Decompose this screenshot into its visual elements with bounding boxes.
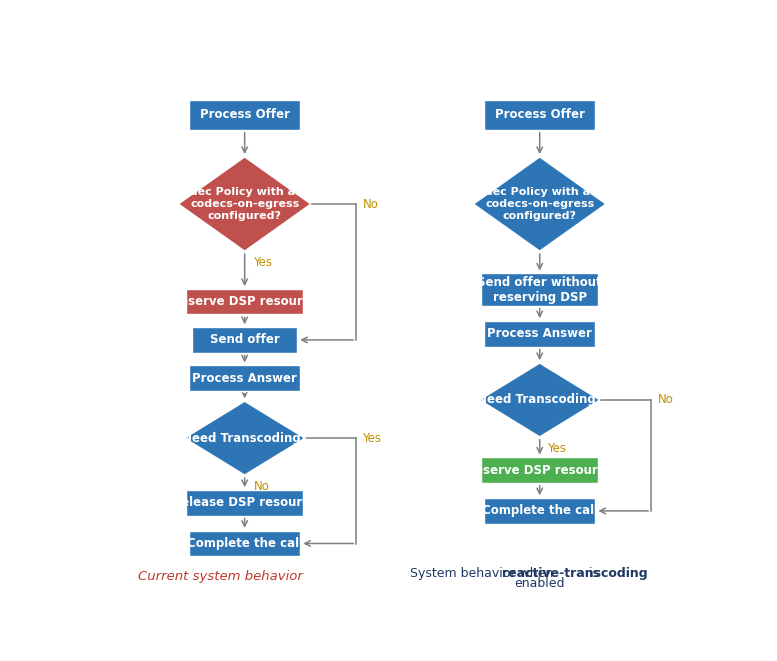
FancyBboxPatch shape	[192, 327, 298, 352]
FancyBboxPatch shape	[189, 366, 301, 391]
Text: is: is	[585, 566, 599, 580]
Text: enabled: enabled	[514, 576, 565, 590]
Polygon shape	[179, 157, 311, 251]
FancyBboxPatch shape	[484, 498, 595, 524]
Text: Complete the call: Complete the call	[186, 537, 303, 550]
Text: Yes: Yes	[253, 256, 272, 269]
Text: Complete the call: Complete the call	[482, 504, 598, 518]
Text: Release DSP resource: Release DSP resource	[172, 496, 317, 509]
Text: Current system behavior: Current system behavior	[138, 570, 303, 583]
Text: Codec Policy with add-
codecs-on-egress
configured?: Codec Policy with add- codecs-on-egress …	[469, 186, 611, 221]
Polygon shape	[473, 157, 606, 251]
Text: Need Transcoding?: Need Transcoding?	[182, 432, 308, 445]
FancyBboxPatch shape	[481, 457, 598, 483]
Text: Need Transcoding?: Need Transcoding?	[477, 393, 602, 407]
FancyBboxPatch shape	[484, 100, 595, 130]
Text: Reserve DSP resource: Reserve DSP resource	[171, 295, 318, 308]
Text: Yes: Yes	[361, 432, 381, 445]
FancyBboxPatch shape	[189, 531, 301, 556]
Text: Process Offer: Process Offer	[495, 108, 585, 122]
FancyBboxPatch shape	[481, 274, 598, 305]
FancyBboxPatch shape	[186, 289, 303, 315]
Text: Yes: Yes	[547, 442, 566, 455]
Text: Reserve DSP resource: Reserve DSP resource	[466, 464, 613, 477]
Text: Process Answer: Process Answer	[487, 327, 592, 340]
Text: Process Answer: Process Answer	[192, 371, 297, 385]
Text: reactive-transcoding: reactive-transcoding	[503, 566, 648, 580]
Polygon shape	[479, 363, 600, 437]
Text: Send offer without
reserving DSP: Send offer without reserving DSP	[477, 276, 602, 303]
Text: Send offer: Send offer	[210, 333, 280, 346]
FancyBboxPatch shape	[189, 100, 301, 130]
Text: System behavior when: System behavior when	[410, 566, 558, 580]
FancyBboxPatch shape	[186, 490, 303, 516]
Text: No: No	[363, 198, 379, 210]
Text: No: No	[253, 480, 270, 492]
FancyBboxPatch shape	[484, 321, 595, 346]
Text: Process Offer: Process Offer	[200, 108, 290, 122]
Polygon shape	[184, 401, 305, 475]
Text: No: No	[658, 393, 674, 407]
Text: Codec Policy with add-
codecs-on-egress
configured?: Codec Policy with add- codecs-on-egress …	[174, 186, 315, 221]
